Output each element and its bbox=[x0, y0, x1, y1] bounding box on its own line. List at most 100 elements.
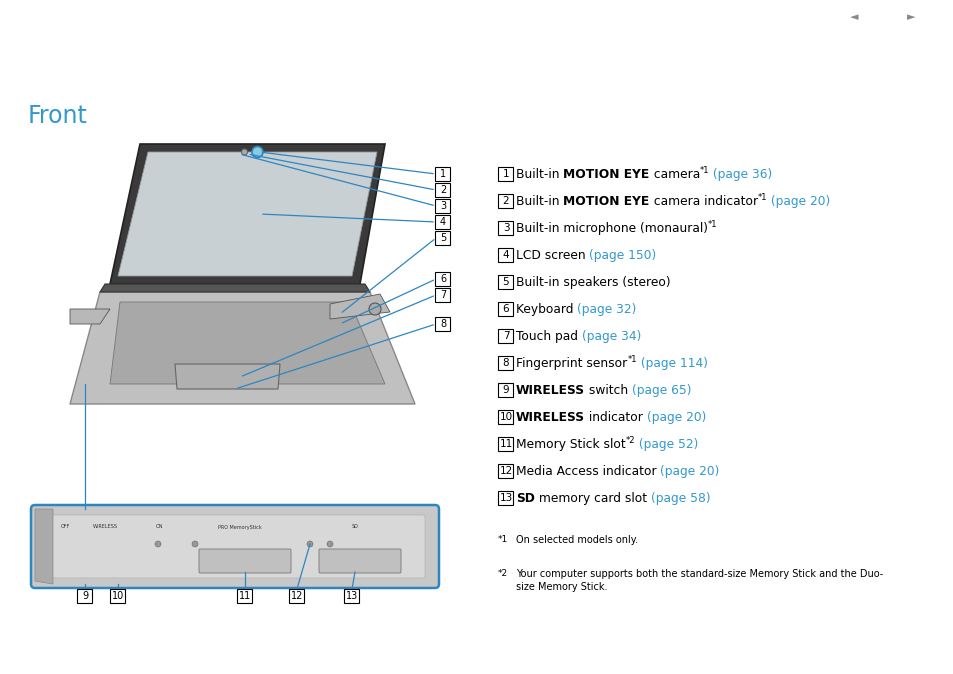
Text: 3: 3 bbox=[439, 201, 446, 211]
Text: 11: 11 bbox=[238, 591, 251, 601]
Text: indicator: indicator bbox=[584, 410, 646, 423]
Text: 7: 7 bbox=[502, 331, 509, 341]
FancyBboxPatch shape bbox=[498, 383, 513, 397]
Text: memory card slot: memory card slot bbox=[535, 491, 650, 505]
FancyBboxPatch shape bbox=[498, 167, 513, 181]
Text: A: A bbox=[26, 18, 47, 44]
Text: 2: 2 bbox=[439, 185, 446, 195]
Text: 14: 14 bbox=[873, 11, 890, 24]
Text: 1: 1 bbox=[502, 169, 509, 179]
Text: (page 36): (page 36) bbox=[709, 168, 772, 181]
Polygon shape bbox=[100, 284, 370, 292]
Text: Your computer supports both the standard-size Memory Stick and the Duo-: Your computer supports both the standard… bbox=[516, 569, 882, 579]
FancyBboxPatch shape bbox=[344, 589, 359, 603]
Polygon shape bbox=[174, 364, 280, 389]
Text: (page 58): (page 58) bbox=[650, 491, 710, 505]
Polygon shape bbox=[110, 302, 385, 384]
Circle shape bbox=[192, 541, 198, 547]
Text: *1: *1 bbox=[497, 535, 508, 544]
Text: *1: *1 bbox=[707, 220, 717, 228]
Text: (page 114): (page 114) bbox=[636, 357, 707, 369]
Text: 9: 9 bbox=[82, 591, 88, 601]
Text: 13: 13 bbox=[346, 591, 357, 601]
Text: Built-in microphone (monaural): Built-in microphone (monaural) bbox=[516, 222, 707, 235]
FancyBboxPatch shape bbox=[237, 589, 253, 603]
Text: SD: SD bbox=[352, 524, 358, 530]
Polygon shape bbox=[330, 294, 390, 319]
Text: V: V bbox=[12, 18, 32, 44]
Text: switch: switch bbox=[584, 384, 631, 396]
Text: (page 20): (page 20) bbox=[659, 464, 720, 477]
Text: 12: 12 bbox=[498, 466, 512, 476]
Text: *2: *2 bbox=[625, 435, 635, 445]
Text: (page 32): (page 32) bbox=[577, 303, 636, 315]
Text: 6: 6 bbox=[439, 274, 446, 284]
FancyBboxPatch shape bbox=[435, 215, 450, 229]
Text: 12: 12 bbox=[291, 591, 303, 601]
FancyBboxPatch shape bbox=[435, 231, 450, 245]
FancyBboxPatch shape bbox=[435, 183, 450, 197]
Text: 4: 4 bbox=[502, 250, 509, 260]
Text: SD: SD bbox=[516, 491, 535, 505]
FancyBboxPatch shape bbox=[498, 356, 513, 370]
FancyBboxPatch shape bbox=[498, 194, 513, 208]
Text: WIRELESS: WIRELESS bbox=[516, 384, 584, 396]
FancyBboxPatch shape bbox=[498, 248, 513, 262]
Text: 9: 9 bbox=[502, 385, 509, 395]
Text: Keyboard: Keyboard bbox=[516, 303, 577, 315]
Text: Memory Stick slot: Memory Stick slot bbox=[516, 437, 625, 450]
Text: (page 20): (page 20) bbox=[646, 410, 705, 423]
Text: 10: 10 bbox=[112, 591, 124, 601]
FancyBboxPatch shape bbox=[498, 221, 513, 235]
Text: PRO MemoryStick: PRO MemoryStick bbox=[218, 524, 261, 530]
Text: 6: 6 bbox=[502, 304, 509, 314]
Text: WIRELESS: WIRELESS bbox=[92, 524, 117, 530]
Polygon shape bbox=[110, 144, 385, 284]
FancyBboxPatch shape bbox=[435, 167, 450, 181]
FancyBboxPatch shape bbox=[435, 199, 450, 213]
Text: 5: 5 bbox=[439, 233, 446, 243]
Text: Touch pad: Touch pad bbox=[516, 330, 581, 342]
FancyBboxPatch shape bbox=[77, 589, 92, 603]
FancyBboxPatch shape bbox=[45, 515, 424, 578]
Text: Media Access indicator: Media Access indicator bbox=[516, 464, 659, 477]
Text: O: O bbox=[50, 18, 72, 44]
Text: OFF: OFF bbox=[60, 524, 70, 530]
Text: 8: 8 bbox=[439, 319, 446, 329]
Text: *1: *1 bbox=[700, 166, 709, 175]
Polygon shape bbox=[70, 309, 110, 324]
FancyBboxPatch shape bbox=[498, 302, 513, 316]
Text: camera indicator: camera indicator bbox=[649, 195, 757, 208]
FancyBboxPatch shape bbox=[498, 410, 513, 424]
Circle shape bbox=[369, 303, 380, 315]
Text: *1: *1 bbox=[626, 355, 636, 363]
Text: Fingerprint sensor: Fingerprint sensor bbox=[516, 357, 626, 369]
Text: (page 34): (page 34) bbox=[581, 330, 640, 342]
Text: 2: 2 bbox=[502, 196, 509, 206]
Polygon shape bbox=[118, 152, 376, 276]
FancyBboxPatch shape bbox=[30, 505, 438, 588]
FancyBboxPatch shape bbox=[435, 288, 450, 302]
Text: Built-in: Built-in bbox=[516, 195, 563, 208]
Text: I: I bbox=[40, 17, 50, 43]
Text: ►: ► bbox=[906, 12, 914, 22]
Text: 3: 3 bbox=[502, 223, 509, 233]
Text: 7: 7 bbox=[439, 290, 446, 300]
Text: (page 150): (page 150) bbox=[589, 249, 656, 262]
Text: 8: 8 bbox=[502, 358, 509, 368]
Text: 4: 4 bbox=[439, 217, 446, 227]
Text: (page 20): (page 20) bbox=[766, 195, 830, 208]
Text: MOTION EYE: MOTION EYE bbox=[563, 168, 649, 181]
Text: 5: 5 bbox=[502, 277, 509, 287]
Text: Built-in: Built-in bbox=[516, 168, 563, 181]
Circle shape bbox=[307, 541, 313, 547]
Text: 13: 13 bbox=[498, 493, 512, 503]
Circle shape bbox=[154, 541, 161, 547]
FancyBboxPatch shape bbox=[111, 589, 126, 603]
Text: ON: ON bbox=[156, 524, 164, 530]
FancyBboxPatch shape bbox=[435, 317, 450, 331]
Polygon shape bbox=[35, 509, 53, 584]
FancyBboxPatch shape bbox=[435, 272, 450, 286]
FancyBboxPatch shape bbox=[498, 491, 513, 505]
Text: camera: camera bbox=[649, 168, 700, 181]
